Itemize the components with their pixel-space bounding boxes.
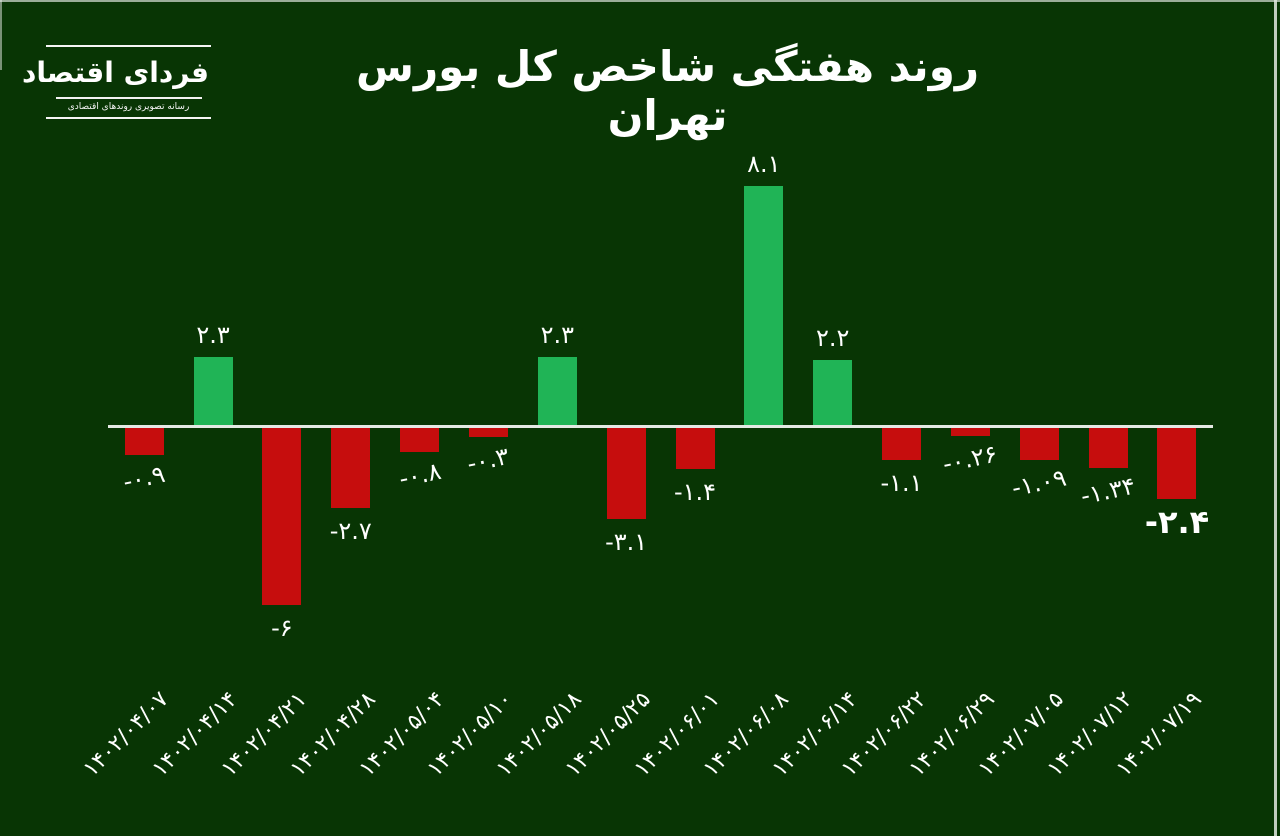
bar-negative — [468, 428, 508, 437]
bar-value-label: ۲.۳ — [540, 321, 574, 349]
bar-positive — [744, 186, 784, 425]
bar-negative — [400, 428, 440, 452]
bar-value-label: -۰.۹ — [120, 459, 168, 497]
bar-negative — [1019, 428, 1059, 460]
bar-value-label: -۱.۱ — [880, 469, 923, 497]
bar-positive — [537, 357, 577, 425]
publisher-logo: فردای اقتصاد رسانه تصویری روندهای اقتصاد… — [22, 45, 211, 120]
bar-negative — [124, 428, 164, 455]
bar-value-label: -۲.۴ — [1144, 503, 1210, 541]
bar-negative — [882, 428, 922, 460]
bar-value-label: ۸.۱ — [747, 150, 781, 178]
screen-left-edge-line — [0, 0, 2, 70]
bar-value-label: -۰.۳ — [464, 441, 512, 479]
publisher-logo-subtitle: رسانه تصویری روندهای اقتصادی — [67, 102, 190, 113]
chart-title: روند هفتگی شاخص کل بورس تهران — [355, 42, 980, 140]
bar-value-label: -۱.۴ — [673, 478, 717, 506]
bar-positive — [813, 360, 853, 425]
x-axis-tick-label: ۱۴۰۲/۰۷/۱۹ — [1111, 687, 1207, 783]
bar-value-label: -۳.۱ — [605, 528, 648, 556]
bar-negative — [675, 428, 715, 469]
bar-positive — [193, 357, 233, 425]
bar-negative — [950, 428, 990, 436]
screen-top-edge-line — [0, 0, 1280, 2]
bar-negative — [331, 428, 371, 508]
bar-value-label: -۶ — [271, 614, 293, 642]
bar-negative — [1157, 428, 1197, 499]
bar-value-label: ۲.۲ — [815, 324, 850, 352]
publisher-logo-title: فردای اقتصاد — [22, 56, 209, 89]
bar-value-label: -۲.۷ — [329, 517, 372, 545]
zero-baseline — [108, 425, 1213, 428]
bar-negative — [1088, 428, 1128, 468]
screen-right-edge-line — [1274, 0, 1277, 836]
bar-negative — [262, 428, 302, 605]
publisher-logo-divider — [55, 97, 202, 100]
bar-value-label: ۲.۳ — [196, 321, 230, 349]
bar-negative — [606, 428, 646, 519]
